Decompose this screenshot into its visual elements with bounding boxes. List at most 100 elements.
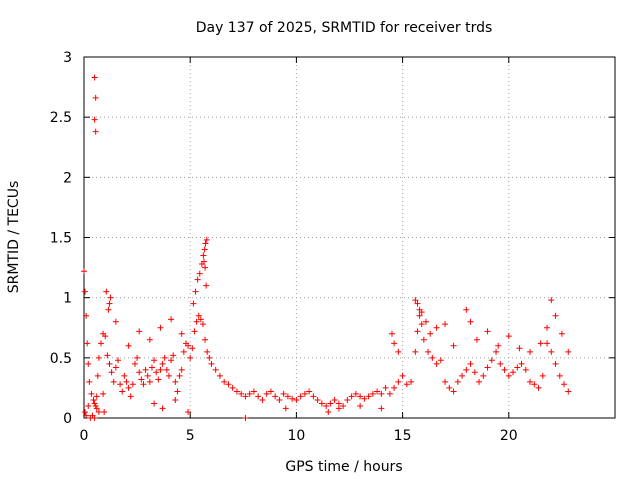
data-point [442, 321, 449, 328]
data-point [127, 393, 134, 400]
data-point [514, 364, 521, 371]
data-point [221, 378, 228, 385]
x-tick-label: 20 [500, 428, 518, 444]
data-point [117, 381, 124, 388]
data-point [229, 384, 236, 391]
data-point [357, 402, 364, 409]
data-point [272, 393, 279, 400]
data-point [495, 342, 502, 349]
data-point [112, 318, 119, 325]
data-point [84, 340, 91, 347]
data-point [420, 336, 427, 343]
data-point [136, 369, 143, 376]
data-point [91, 116, 98, 123]
data-point [212, 366, 219, 373]
data-point [412, 297, 419, 304]
data-point [344, 396, 351, 403]
data-point [100, 390, 107, 397]
data-point [125, 342, 132, 349]
data-point [180, 348, 187, 355]
data-point [484, 328, 491, 335]
data-point [112, 364, 119, 371]
tick-layer: 0 5 10 15 20 0 0.5 1 1.5 2 2.5 3 [50, 50, 615, 444]
data-point [151, 400, 158, 407]
data-point [471, 369, 478, 376]
data-point [161, 354, 168, 361]
data-point [199, 321, 206, 328]
data-point [527, 348, 534, 355]
data-point [82, 288, 89, 295]
data-point [131, 360, 138, 367]
data-point [369, 390, 376, 397]
data-point [125, 384, 132, 391]
data-point [176, 372, 183, 379]
data-point [151, 357, 158, 364]
data-point [197, 316, 204, 323]
data-point [306, 388, 313, 395]
data-point [93, 393, 100, 400]
y-tick-label: 1.5 [50, 231, 72, 247]
data-point [505, 333, 512, 340]
data-point [535, 384, 542, 391]
data-point [85, 402, 92, 409]
data-point [418, 309, 425, 316]
data-point [488, 357, 495, 364]
y-tick-label: 2 [63, 170, 72, 186]
data-point [493, 348, 500, 355]
grid-layer [84, 57, 615, 418]
data-point [119, 388, 126, 395]
data-point [414, 328, 421, 335]
data-point [106, 300, 113, 307]
data-point [429, 354, 436, 361]
data-point [301, 390, 308, 397]
data-point [107, 294, 114, 301]
data-point [92, 128, 99, 135]
data-point [548, 348, 555, 355]
data-point [103, 288, 110, 295]
data-point [386, 390, 393, 397]
data-point [263, 390, 270, 397]
data-point [450, 388, 457, 395]
data-point [148, 364, 155, 371]
data-point [146, 378, 153, 385]
data-point [108, 369, 115, 376]
data-point [246, 390, 253, 397]
data-point [565, 348, 572, 355]
data-point [467, 360, 474, 367]
data-point [102, 333, 109, 340]
data-point [544, 340, 551, 347]
data-point [95, 408, 102, 415]
data-point [196, 270, 203, 277]
data-point [335, 405, 342, 412]
data-point [93, 405, 100, 412]
data-point [201, 258, 208, 265]
data-point [463, 306, 470, 313]
data-point [484, 364, 491, 371]
data-point [463, 366, 470, 373]
data-point [548, 297, 555, 304]
data-point [202, 264, 209, 271]
data-point [399, 372, 406, 379]
data-point [537, 340, 544, 347]
data-point [163, 366, 170, 373]
data-point [136, 328, 143, 335]
data-point [510, 369, 517, 376]
data-point [106, 360, 113, 367]
data-point [282, 405, 289, 412]
data-point [378, 390, 385, 397]
data-point [203, 236, 210, 243]
data-point [92, 94, 99, 101]
data-point [433, 360, 440, 367]
data-point [454, 378, 461, 385]
data-point [83, 312, 90, 319]
data-point [178, 330, 185, 337]
data-point [157, 324, 164, 331]
data-point [323, 402, 330, 409]
data-point [531, 381, 538, 388]
data-point [348, 393, 355, 400]
data-point [314, 396, 321, 403]
data-point [200, 252, 207, 259]
data-point [201, 246, 208, 253]
data-point [206, 354, 213, 361]
data-point [233, 388, 240, 395]
